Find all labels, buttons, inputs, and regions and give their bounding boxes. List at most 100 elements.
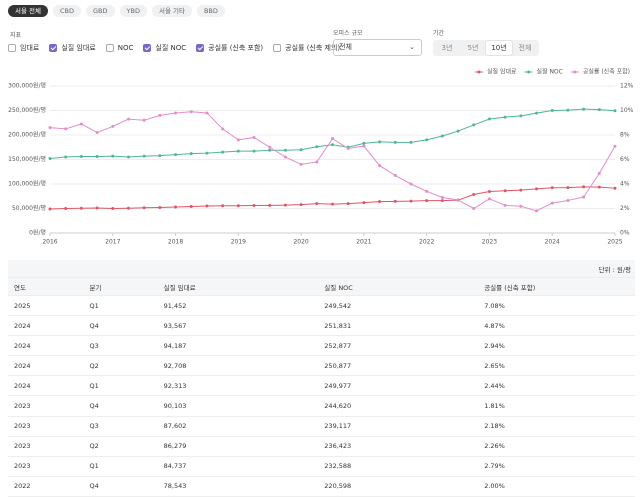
data-point [440, 195, 444, 199]
x-tick-label: 2023 [482, 239, 497, 246]
data-point [503, 115, 507, 119]
data-point [315, 202, 319, 206]
checkbox-option[interactable]: 임대료 [8, 43, 39, 53]
table-cell: 2023 [8, 456, 84, 477]
data-point [236, 149, 240, 153]
data-point [299, 162, 303, 166]
y2-tick-label: 10% [620, 107, 634, 114]
table-cell: 4.87% [478, 315, 635, 337]
y2-tick-label: 8% [620, 132, 630, 139]
table-cell: 93,567 [157, 315, 319, 337]
tab[interactable]: 서울 전체 [8, 5, 48, 17]
checkbox-option[interactable]: 실질 임대료 [49, 43, 96, 53]
checkbox[interactable] [273, 44, 282, 52]
table-cell: 94,187 [157, 335, 319, 357]
table-row: 2025 Q1 91,452 249,542 7.08% [8, 295, 635, 317]
data-point [566, 108, 570, 112]
checkbox-option[interactable]: 공실률 (신축 포함) [196, 43, 263, 53]
period-button[interactable]: 전체 [518, 44, 532, 52]
table-cell: 250,877 [318, 355, 479, 377]
table-row: 2022 Q4 78,543 220,598 2.00% [8, 476, 635, 497]
checkbox-option[interactable]: 실질 NOC [143, 43, 186, 53]
tab[interactable]: 서울 기타 [151, 5, 192, 17]
data-point [64, 155, 68, 159]
data-point [440, 199, 444, 203]
table-cell: 86,279 [157, 436, 319, 457]
y2-tick-label: 0% [620, 230, 630, 237]
period-button[interactable]: 5년 [467, 44, 479, 52]
data-point [550, 186, 554, 190]
table-cell: 2.79% [478, 456, 635, 477]
data-point [142, 206, 146, 210]
data-point [283, 155, 287, 159]
table-cell: 2023 [8, 416, 84, 437]
data-point [393, 199, 397, 203]
option-label: 실질 NOC [155, 44, 187, 52]
series-line [49, 111, 616, 212]
table-cell: 244,620 [318, 395, 479, 417]
period-button[interactable]: 10년 [486, 41, 512, 55]
data-point [95, 131, 99, 135]
legend-dot [527, 70, 530, 74]
data-point [158, 154, 162, 158]
header-row: 연도 분기 실질 임대료 실질 NOC 공실률 (신축 포함) [8, 277, 635, 296]
table-cell: 2023 [8, 395, 84, 417]
data-point [205, 204, 209, 208]
y-tick-label: 200,000원/평 [8, 131, 46, 139]
tab[interactable]: CBD [53, 5, 82, 17]
data-point [597, 108, 601, 112]
table-cell: 2022 [8, 476, 84, 497]
checkbox-option[interactable]: NOC [105, 44, 133, 52]
table-row: 2024 Q4 93,567 251,831 4.87% [8, 315, 635, 337]
table-row: 2024 Q2 92,708 250,877 2.65% [8, 355, 635, 377]
data-point [111, 207, 115, 210]
checkbox[interactable] [105, 44, 114, 52]
checkbox[interactable] [8, 44, 16, 52]
data-point [111, 124, 115, 128]
y-tick-label: 300,000원/평 [8, 82, 46, 90]
data-point [362, 201, 366, 205]
x-tick-label: 2018 [168, 239, 183, 246]
data-point [566, 199, 570, 203]
chart: 0원/평 50,000원/평 100,000원/평 150,000원/평 200,000… [8, 68, 634, 246]
column-header: 실질 NOC [318, 277, 479, 296]
checkbox-option[interactable]: 공실률 (신축 제외) [273, 43, 340, 53]
data-point [409, 140, 413, 144]
checkbox[interactable] [196, 44, 205, 52]
table-cell: 2024 [8, 375, 84, 397]
period-button[interactable]: 3년 [441, 44, 453, 52]
checkbox[interactable] [49, 44, 58, 52]
page: 서울 전체 CBD GBD YBD 서울 기타 BBD 지표 임대료 실질 임대료 NOC 실질… [0, 0, 640, 487]
x-tick-label: 2025 [607, 239, 622, 246]
x-tick-label: 2017 [105, 239, 120, 246]
data-point [582, 185, 586, 189]
data-point [158, 206, 162, 210]
table-cell: 84,737 [157, 456, 319, 477]
series-line [49, 186, 616, 210]
data-point [174, 111, 178, 115]
tab[interactable]: GBD [86, 5, 115, 17]
data-point [346, 202, 350, 206]
y-tick-label: 100,000원/평 [8, 180, 46, 188]
table-cell: 2.00% [478, 476, 635, 497]
data-point [221, 127, 225, 131]
table-cell: 2024 [8, 315, 84, 337]
legend-label: 공실률 (신축 포함) [583, 68, 630, 76]
tab[interactable]: BBD [196, 5, 225, 17]
table-cell: 87,602 [157, 416, 319, 437]
data-point [425, 138, 429, 142]
y2-tick-label: 12% [620, 83, 634, 90]
data-point [362, 144, 366, 148]
data-point [299, 203, 303, 207]
size-select[interactable]: 전체 ⌄ [333, 39, 422, 56]
x-tick-label: 2021 [356, 239, 371, 246]
data-point [205, 151, 209, 155]
tab[interactable]: YBD [119, 5, 147, 17]
data-point [64, 207, 68, 210]
data-point [613, 144, 617, 148]
period-label: 기간 [433, 30, 445, 37]
data-point [535, 209, 539, 213]
table-cell: 92,708 [157, 355, 319, 377]
data-point [472, 123, 476, 127]
checkbox[interactable] [143, 44, 152, 52]
